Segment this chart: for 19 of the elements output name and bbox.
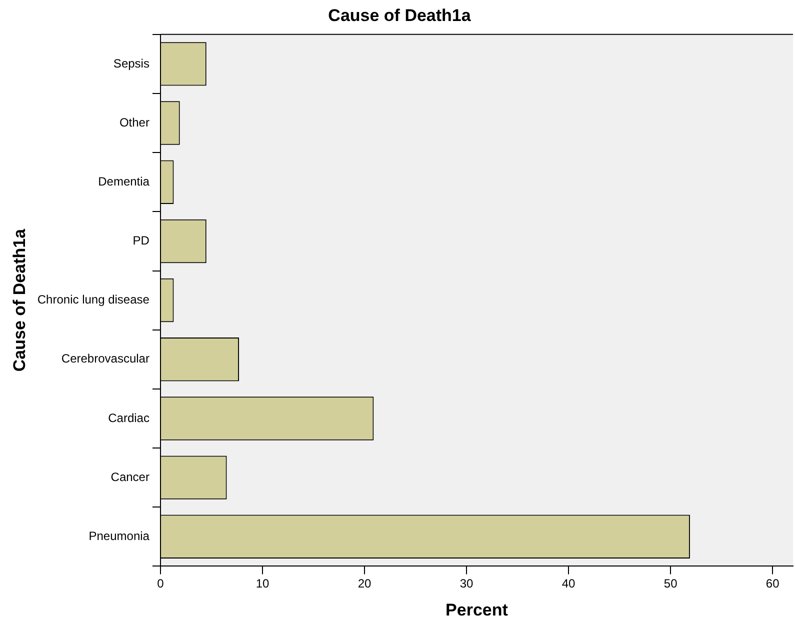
y-tick-label: Pneumonia [88, 528, 150, 543]
y-tick-label: Dementia [98, 174, 150, 188]
y-axis-title: Cause of Death1a [10, 228, 29, 372]
y-tick-label: Chronic lung disease [37, 292, 150, 307]
y-tick-label: Cerebrovascular [61, 352, 150, 366]
x-tick-label: 30 [460, 576, 474, 591]
x-tick-label: 40 [562, 576, 576, 591]
x-tick-label: 0 [157, 576, 164, 591]
x-tick-label: 10 [256, 576, 270, 591]
x-axis-title: Percent [446, 600, 508, 620]
x-tick-label: 60 [766, 576, 780, 591]
y-tick-label: Cardiac [108, 410, 150, 425]
x-tick-label: 20 [358, 576, 372, 591]
chart-title: Cause of Death1a [328, 6, 472, 25]
y-tick-label: Cancer [110, 470, 150, 484]
y-tick-label: Sepsis [113, 56, 150, 70]
x-tick-label: 50 [664, 576, 678, 591]
y-tick-label: Other [119, 115, 150, 130]
y-tick-label: PD [132, 234, 150, 248]
